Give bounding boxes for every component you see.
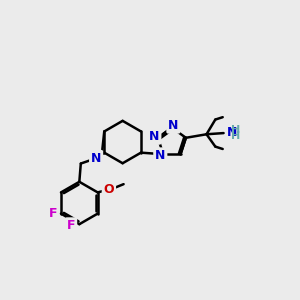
Text: N: N	[168, 119, 178, 132]
Text: O: O	[103, 183, 114, 196]
Text: F: F	[49, 207, 57, 220]
Text: N: N	[226, 126, 237, 139]
Text: H: H	[231, 124, 241, 135]
Text: N: N	[91, 152, 101, 165]
Text: N: N	[149, 130, 160, 143]
Text: N: N	[155, 149, 166, 162]
Text: H: H	[231, 131, 241, 141]
Text: F: F	[67, 219, 75, 232]
